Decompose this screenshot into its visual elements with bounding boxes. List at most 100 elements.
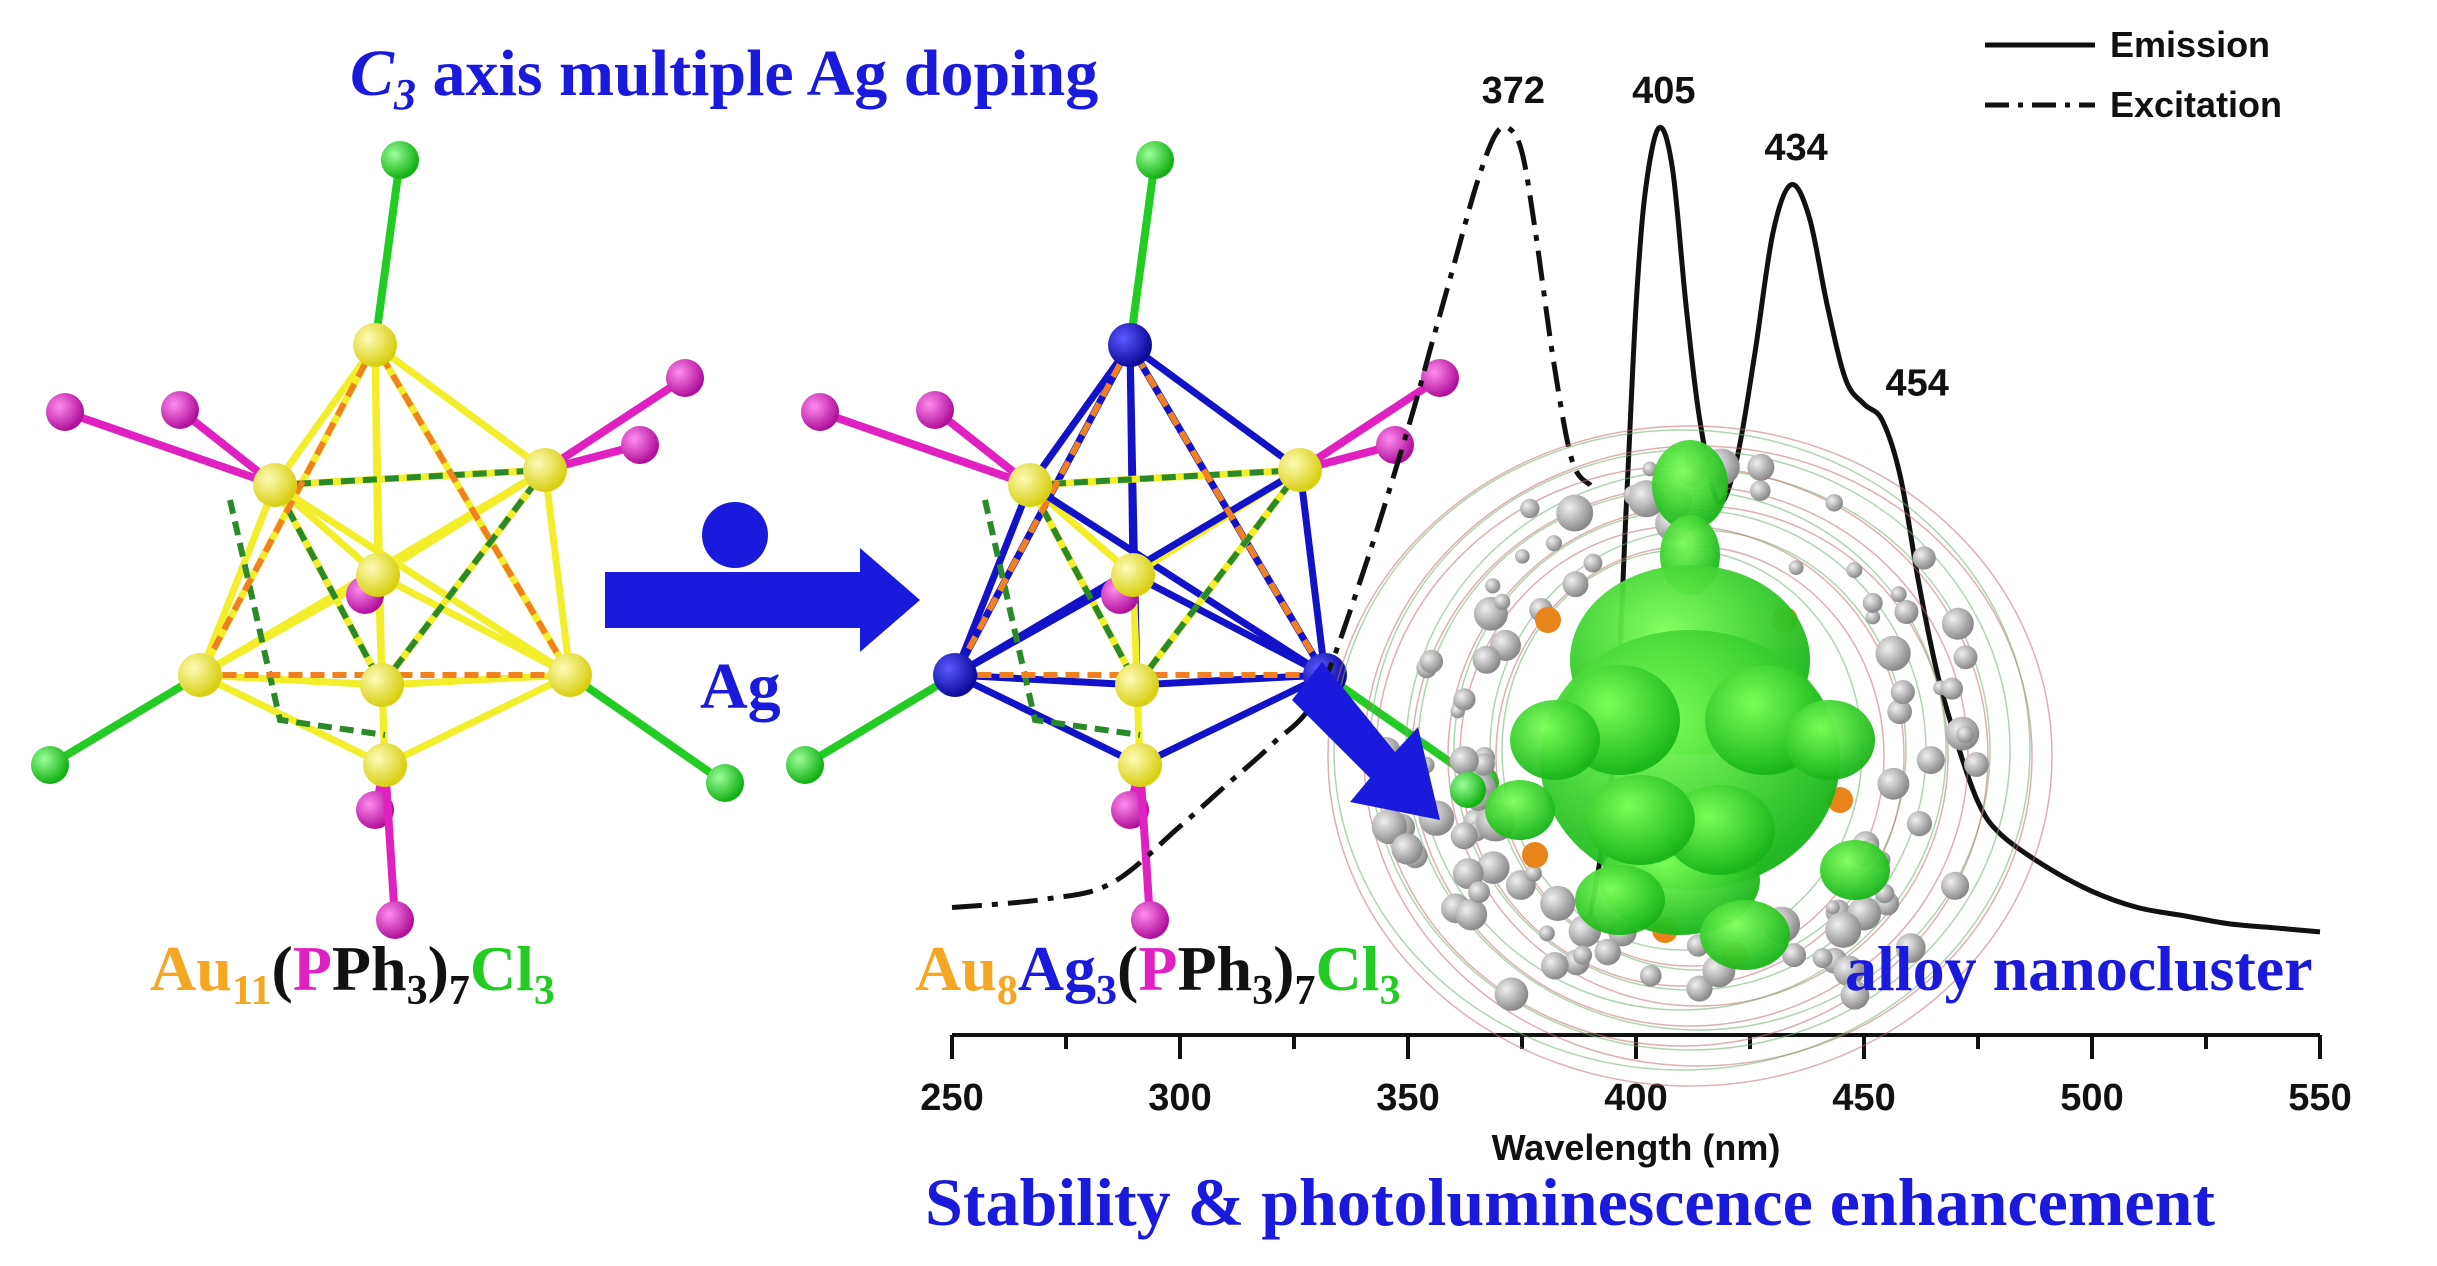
chlorine-atom [706,764,744,802]
carbon-hydrogen-atom [1890,680,1915,705]
carbon-hydrogen-atom [1686,975,1713,1002]
carbon-hydrogen-atom [1472,645,1501,674]
carbon-hydrogen-atom [1782,943,1807,968]
carbon-hydrogen-atom [1541,951,1569,980]
carbon-hydrogen-atom [1846,561,1863,579]
carbon-hydrogen-atom [1453,688,1476,711]
carbon-hydrogen-atom [1485,578,1501,594]
carbon-hydrogen-atom [1912,546,1936,570]
x-tick-label: 350 [1376,1077,1439,1119]
x-tick-label: 500 [2060,1077,2123,1119]
x-axis-label: Wavelength (nm) [1492,1127,1781,1168]
silver-atom [933,653,977,697]
metal-bond [1026,341,1134,489]
peak-label: 372 [1482,70,1545,112]
dashed-triangle-green [270,466,552,691]
carbon-hydrogen-atom [1540,885,1576,921]
formula-part: Cl [470,933,534,1004]
gold-atom [178,653,222,697]
bottom-caption: Stability & photoluminescence enhancemen… [925,1164,2215,1240]
ligand-bond [1136,764,1154,921]
carbon-hydrogen-atom [1964,752,1989,777]
metal-bond [271,341,379,489]
legend-emission-label: Emission [2110,24,2270,65]
contour-line [1333,429,2031,1071]
ligand-bond [63,408,277,489]
formula-part: ( [1117,933,1138,1004]
carbon-hydrogen-atom [1419,649,1444,674]
series-emission-line [1587,124,2321,935]
carbon-hydrogen-atom [1890,586,1907,603]
doping-arrow: Ag [605,502,920,723]
metal-bond [1126,341,1304,474]
carbon-hydrogen-atom [1468,881,1490,904]
gold-atom [253,463,297,507]
carbon-hydrogen-atom [1825,494,1843,512]
carbon-hydrogen-atom [1572,945,1593,965]
carbon-hydrogen-atom [1749,480,1771,501]
formula-part: P [293,933,332,1004]
carbon-hydrogen-atom [1894,599,1919,624]
formula-part: Au [915,933,997,1004]
chart-legend: Emission Excitation [1985,24,2282,125]
formula-part: 3 [1096,968,1117,1014]
phosphorus-atom [666,359,704,397]
ligand-bond [371,159,404,346]
formula-part: ) [1273,933,1294,1004]
ligand-bond [818,408,1032,489]
phosphorus-atom [1421,359,1459,397]
carbon-hydrogen-atom [1788,560,1804,576]
phosphorus-atom-orbital [1535,607,1561,633]
formula-part: P [1138,933,1177,1004]
legend-excitation-label: Excitation [2110,84,2282,125]
formula-part: Ag [1018,933,1096,1004]
x-ticks: 250 300 350 400 450 500 550 [920,1035,2352,1119]
carbon-hydrogen-atom [1556,494,1594,532]
gold-atom [1111,553,1155,597]
carbon-hydrogen-atom [1840,980,1870,1010]
formula-part: 3 [407,968,428,1014]
metal-bond [951,671,1144,769]
cluster-ligands [31,141,744,939]
metal-bond [196,671,389,769]
phosphorus-atom [801,393,839,431]
peak-label: 405 [1632,70,1695,112]
chlorine-atom [1136,141,1174,179]
dashed-line-green [227,499,386,738]
silver-atom [1108,323,1152,367]
cluster-bonds [195,338,576,769]
carbon-hydrogen-atom [1371,808,1407,845]
gold-atom [1008,463,1052,507]
ligand-bond [542,374,688,474]
x-tick-label: 400 [1604,1077,1667,1119]
x-tick-label: 250 [920,1077,983,1119]
metal-bond [1136,671,1329,769]
carbon-hydrogen-atom [1494,977,1529,1011]
phosphorus-atom [1131,901,1169,939]
metal-bond [1026,481,1329,679]
formula-part: Au [150,933,232,1004]
carbon-hydrogen-atom [1583,553,1603,573]
carbon-hydrogen-atom [1825,900,1840,915]
series-excitation-line [951,124,1593,911]
phosphorus-atom [46,393,84,431]
ligand-bond [1126,159,1159,346]
carbon-hydrogen-atom [1562,571,1589,598]
carbon-hydrogen-atom [1906,811,1933,837]
formula-part: Cl [1315,933,1379,1004]
formula-part: 3 [534,968,555,1014]
carbon-hydrogen-atom [1494,593,1511,610]
carbon-hydrogen-atom [1594,938,1621,966]
carbon-hydrogen-atom [1639,964,1662,987]
ligand-bond [802,671,958,769]
metal-bond [374,571,574,679]
orbital-lobe [1485,780,1555,840]
carbon-hydrogen-atom [1812,947,1833,968]
orbital-lobe [1652,440,1728,530]
metal-bond [271,481,574,679]
orbital-lobe [1785,700,1875,780]
dashed-line-green [982,499,1141,738]
phosphorus-atom [376,901,414,939]
ligand-bond [381,764,399,921]
gold-atom [1115,663,1159,707]
